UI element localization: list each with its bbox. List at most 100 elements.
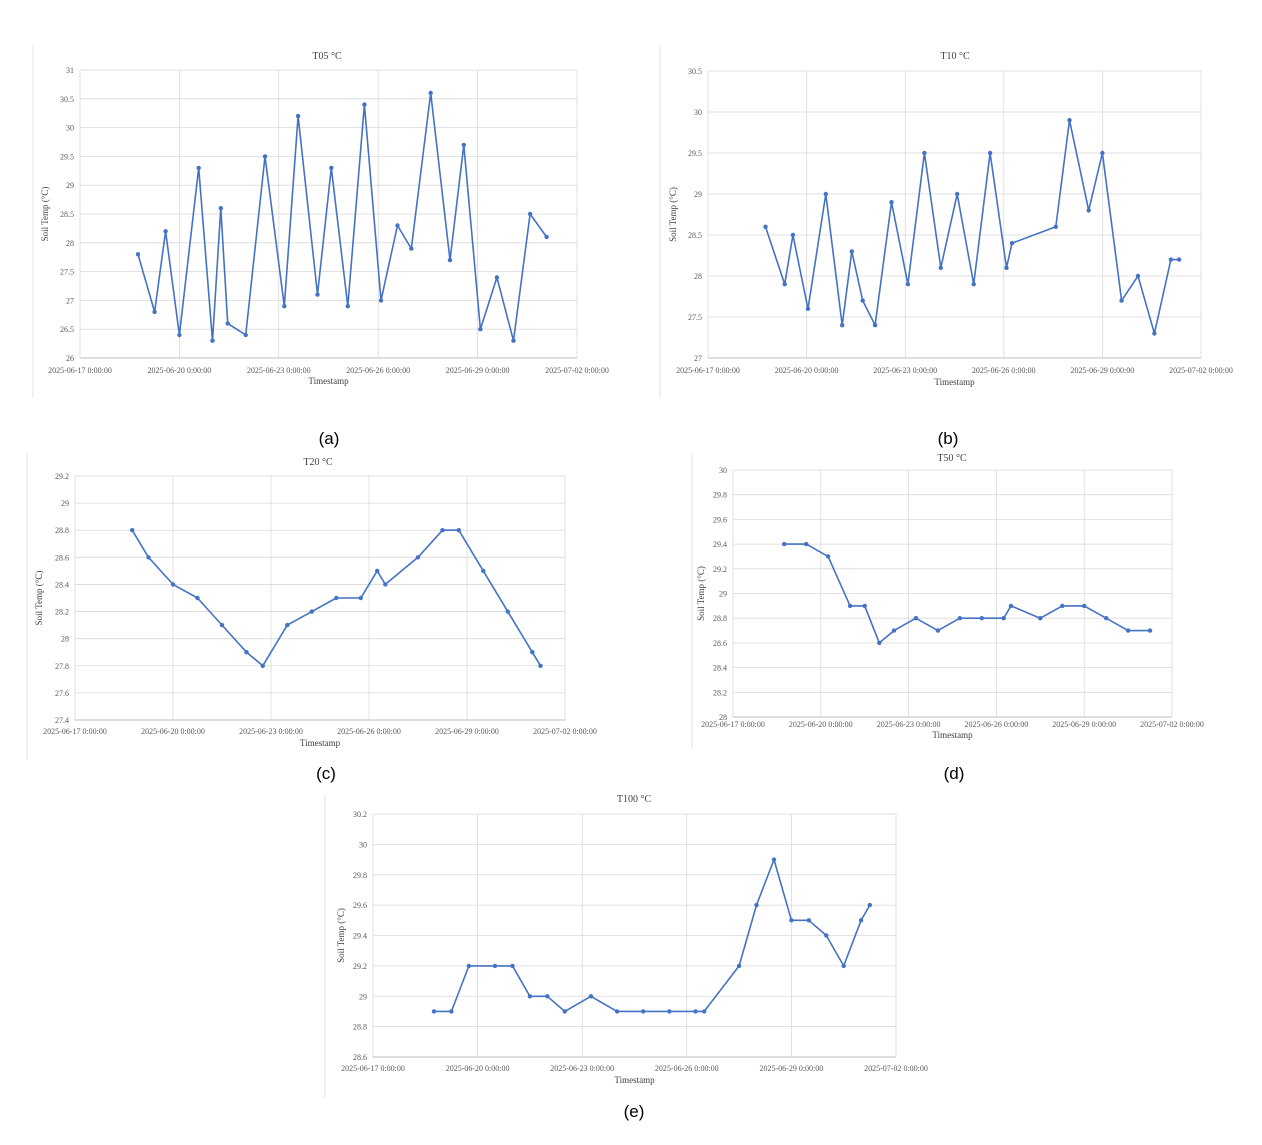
x-tick-label: 2025-06-23 0:00:00 xyxy=(550,1064,614,1073)
x-tick-label: 2025-06-23 0:00:00 xyxy=(877,720,941,729)
y-tick-label: 31 xyxy=(66,66,74,75)
data-point xyxy=(177,332,182,338)
data-point xyxy=(805,306,811,311)
y-tick-label: 30.2 xyxy=(353,810,367,819)
y-axis-label: Soil Temp (°C) xyxy=(668,187,678,242)
x-tick-label: 2025-07-02 0:00:00 xyxy=(533,727,597,736)
data-point xyxy=(955,191,960,197)
data-point xyxy=(1004,265,1009,270)
y-tick-label: 29.5 xyxy=(688,149,702,158)
data-point xyxy=(847,603,853,609)
data-point xyxy=(1008,603,1014,609)
data-point xyxy=(872,323,878,328)
data-point xyxy=(449,1009,454,1014)
y-tick-label: 30 xyxy=(694,108,702,117)
x-axis-label: Timestamp xyxy=(300,738,341,748)
data-point xyxy=(877,640,882,646)
data-point xyxy=(790,232,796,238)
x-tick-label: 2025-06-29 0:00:00 xyxy=(1052,720,1116,729)
x-tick-label: 2025-07-02 0:00:00 xyxy=(864,1064,928,1073)
data-point xyxy=(447,257,453,263)
y-tick-label: 28 xyxy=(61,635,69,644)
y-tick-label: 30.5 xyxy=(688,67,702,76)
x-tick-label: 2025-06-20 0:00:00 xyxy=(775,366,839,375)
data-point xyxy=(510,963,515,969)
y-tick-label: 28.8 xyxy=(55,526,69,535)
y-tick-label: 29.6 xyxy=(713,515,727,524)
data-point xyxy=(527,211,533,217)
data-point xyxy=(860,298,865,303)
y-axis-label: Soil Temp (°C) xyxy=(34,571,44,626)
y-tick-label: 30 xyxy=(66,124,74,133)
y-tick-label: 28 xyxy=(66,239,74,248)
data-point xyxy=(782,282,787,287)
y-tick-label: 28.6 xyxy=(713,639,727,648)
data-point xyxy=(1100,150,1105,156)
x-tick-label: 2025-06-29 0:00:00 xyxy=(760,1064,824,1073)
data-point xyxy=(849,249,854,254)
y-tick-label: 29.2 xyxy=(55,472,69,481)
data-point xyxy=(225,321,230,326)
x-tick-label: 2025-06-29 0:00:00 xyxy=(446,366,510,375)
data-point xyxy=(362,102,367,107)
series-line xyxy=(764,119,1180,335)
data-point xyxy=(309,609,314,614)
data-point xyxy=(375,568,380,574)
x-tick-label: 2025-06-23 0:00:00 xyxy=(873,366,937,375)
y-tick-label: 27.5 xyxy=(688,313,702,322)
data-point xyxy=(210,338,215,343)
data-point xyxy=(913,616,919,621)
data-point xyxy=(492,963,498,969)
data-point xyxy=(979,616,984,621)
data-point xyxy=(163,229,168,234)
x-tick-label: 2025-06-17 0:00:00 xyxy=(341,1064,405,1073)
data-point xyxy=(461,142,466,148)
y-tick-label: 29.6 xyxy=(353,901,367,910)
x-tick-label: 2025-06-23 0:00:00 xyxy=(247,366,311,375)
figure-caption: (c) xyxy=(316,764,336,783)
figure-caption: (d) xyxy=(944,764,965,783)
data-point xyxy=(862,603,867,609)
y-tick-label: 27.8 xyxy=(55,662,69,671)
y-axis-label: Soil Temp (°C) xyxy=(40,187,50,242)
data-point xyxy=(588,994,594,999)
data-point xyxy=(789,918,794,923)
y-tick-label: 28.6 xyxy=(55,553,69,562)
data-point xyxy=(736,963,742,969)
data-point xyxy=(1086,208,1091,213)
data-point xyxy=(466,963,472,969)
y-tick-label: 29 xyxy=(694,190,702,199)
data-point xyxy=(440,528,445,533)
chart-title: T50 °C xyxy=(937,453,967,464)
data-point xyxy=(935,628,941,633)
data-point xyxy=(481,568,486,574)
figure-caption: (e) xyxy=(624,1102,645,1121)
y-tick-label: 29.2 xyxy=(713,565,727,574)
chart-2: 27.4 27.6 27.8 28 28.2 28.4 28.6 28.8 29 29.2 2025… xyxy=(26,453,597,783)
x-tick-label: 2025-06-26 0:00:00 xyxy=(655,1064,719,1073)
data-point xyxy=(260,663,265,668)
x-tick-label: 2025-06-17 0:00:00 xyxy=(701,720,765,729)
data-point xyxy=(1060,603,1065,609)
data-point xyxy=(545,994,550,999)
data-point xyxy=(130,528,135,533)
data-point xyxy=(456,528,461,533)
x-tick-label: 2025-06-26 0:00:00 xyxy=(337,727,401,736)
data-point xyxy=(641,1009,646,1014)
y-axis-label: Soil Temp (°C) xyxy=(336,908,346,963)
y-tick-label: 28.4 xyxy=(713,664,727,673)
data-point xyxy=(702,1009,707,1014)
y-tick-label: 26.5 xyxy=(60,325,74,334)
y-tick-label: 28.5 xyxy=(688,231,702,240)
data-point xyxy=(754,902,759,908)
y-axis-label: Soil Temp (°C) xyxy=(696,566,706,621)
data-point xyxy=(804,541,809,547)
figure-caption: (a) xyxy=(319,429,340,448)
data-point xyxy=(282,304,287,309)
data-point xyxy=(262,154,268,159)
y-tick-label: 28.2 xyxy=(55,608,69,617)
data-point xyxy=(334,595,339,601)
data-point xyxy=(841,963,846,969)
data-point xyxy=(478,327,483,332)
data-point xyxy=(938,265,943,270)
